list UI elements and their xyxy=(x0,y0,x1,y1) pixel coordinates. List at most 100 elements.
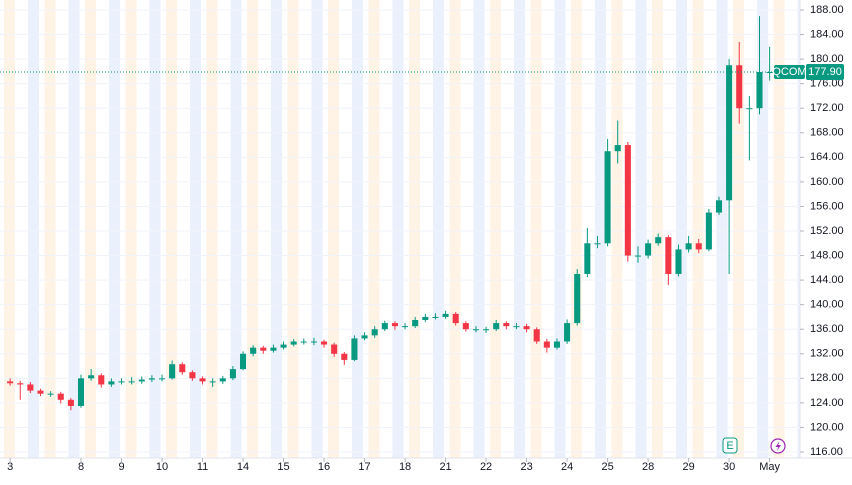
candle-body xyxy=(412,320,419,327)
candle-body xyxy=(483,329,490,331)
x-tick-label: 14 xyxy=(237,461,249,473)
candle-body xyxy=(158,378,166,380)
candle-body xyxy=(503,323,510,327)
candle-body xyxy=(624,145,631,256)
y-tick-label: 152.00 xyxy=(810,225,844,237)
x-tick-label: 3 xyxy=(7,461,13,473)
y-tick-label: 184.00 xyxy=(810,28,844,40)
y-tick-label: 148.00 xyxy=(810,249,844,261)
candle-body xyxy=(351,338,358,360)
candle-body xyxy=(280,344,287,348)
candle-body xyxy=(604,151,611,244)
price-label: 177.90 xyxy=(808,66,842,78)
x-tick-label: 21 xyxy=(439,461,451,473)
candle-body xyxy=(472,329,479,331)
y-tick-label: 180.00 xyxy=(810,53,844,65)
y-tick-label: 160.00 xyxy=(810,176,844,188)
icon-bolt xyxy=(775,441,781,451)
candle-body xyxy=(148,378,155,380)
candle-body xyxy=(118,381,125,383)
candle-body xyxy=(645,243,652,256)
x-tick-label: 11 xyxy=(197,461,208,473)
x-tick-label: 18 xyxy=(399,461,411,473)
y-tick-label: 132.00 xyxy=(810,348,844,360)
x-tick-label: 9 xyxy=(118,461,124,473)
candle-body xyxy=(756,72,763,109)
candle-body xyxy=(108,381,115,385)
candle-body xyxy=(432,316,439,318)
candle-body xyxy=(726,65,733,201)
candle-body xyxy=(381,323,388,330)
y-tick-label: 168.00 xyxy=(810,127,844,139)
y-tick-label: 176.00 xyxy=(810,78,844,90)
candle-body xyxy=(402,326,409,328)
candle-body xyxy=(189,372,196,379)
candle-body xyxy=(675,249,682,274)
candle-body xyxy=(341,353,348,360)
candle-body xyxy=(574,273,581,324)
candle-body xyxy=(310,341,317,343)
candle-body xyxy=(594,243,601,245)
candle-body xyxy=(250,347,257,354)
candle-body xyxy=(47,393,54,395)
candle-body xyxy=(270,347,277,351)
dividend-icon[interactable] xyxy=(770,438,786,454)
candle-body xyxy=(128,381,135,383)
x-tick-label: 17 xyxy=(358,461,370,473)
y-tick-label: 188.00 xyxy=(810,4,844,16)
y-tick-label: 128.00 xyxy=(810,372,844,384)
x-tick-label: 29 xyxy=(682,461,694,473)
candle-body xyxy=(543,341,550,348)
y-tick-label: 172.00 xyxy=(810,102,844,114)
candle-body xyxy=(746,108,753,110)
candle-body xyxy=(331,344,338,354)
event-badge[interactable] xyxy=(722,437,738,454)
y-tick-label: 124.00 xyxy=(810,397,844,409)
x-tick-label: 30 xyxy=(723,461,735,473)
candle-body xyxy=(77,378,85,406)
x-tick-label: 28 xyxy=(642,461,654,473)
y-tick-label: 144.00 xyxy=(810,274,844,286)
candle-body xyxy=(705,212,712,250)
candle-body xyxy=(138,379,145,382)
candle-body xyxy=(229,369,236,379)
symbol-label: QCOM xyxy=(772,66,806,78)
candle-body xyxy=(7,381,14,384)
candle-body xyxy=(736,65,743,109)
candle-body xyxy=(321,341,328,345)
candle-body xyxy=(240,353,247,370)
candle-body xyxy=(523,326,530,330)
candle-body xyxy=(37,390,44,394)
x-tick-label: 22 xyxy=(480,461,492,473)
candle-body xyxy=(371,329,378,336)
candle-body xyxy=(290,341,297,345)
x-tick-label: May xyxy=(759,461,780,473)
y-tick-label: 164.00 xyxy=(810,151,844,163)
candle-body xyxy=(584,243,591,274)
candle-body xyxy=(655,237,662,244)
candle-body xyxy=(695,243,702,250)
candle-body xyxy=(27,384,34,391)
candle-body xyxy=(564,323,571,342)
candle-body xyxy=(199,378,206,382)
candle-body xyxy=(17,383,24,385)
candle-body xyxy=(533,329,540,342)
y-tick-label: 140.00 xyxy=(810,299,844,311)
y-tick-label: 156.00 xyxy=(810,200,844,212)
candle-body xyxy=(391,323,398,327)
candle-body xyxy=(685,243,692,250)
y-tick-label: 136.00 xyxy=(810,323,844,335)
candle-body xyxy=(67,399,74,406)
candle-body xyxy=(209,381,216,383)
candle-body xyxy=(169,364,176,379)
candle-body xyxy=(179,364,186,373)
symbol-badge xyxy=(774,65,805,80)
candle-body xyxy=(442,313,449,317)
candle-body xyxy=(300,341,307,343)
session-bands xyxy=(0,0,800,458)
candle-body xyxy=(766,72,773,74)
candle-body xyxy=(493,323,500,330)
x-tick-label: 8 xyxy=(78,461,84,473)
candle-body xyxy=(422,316,429,321)
